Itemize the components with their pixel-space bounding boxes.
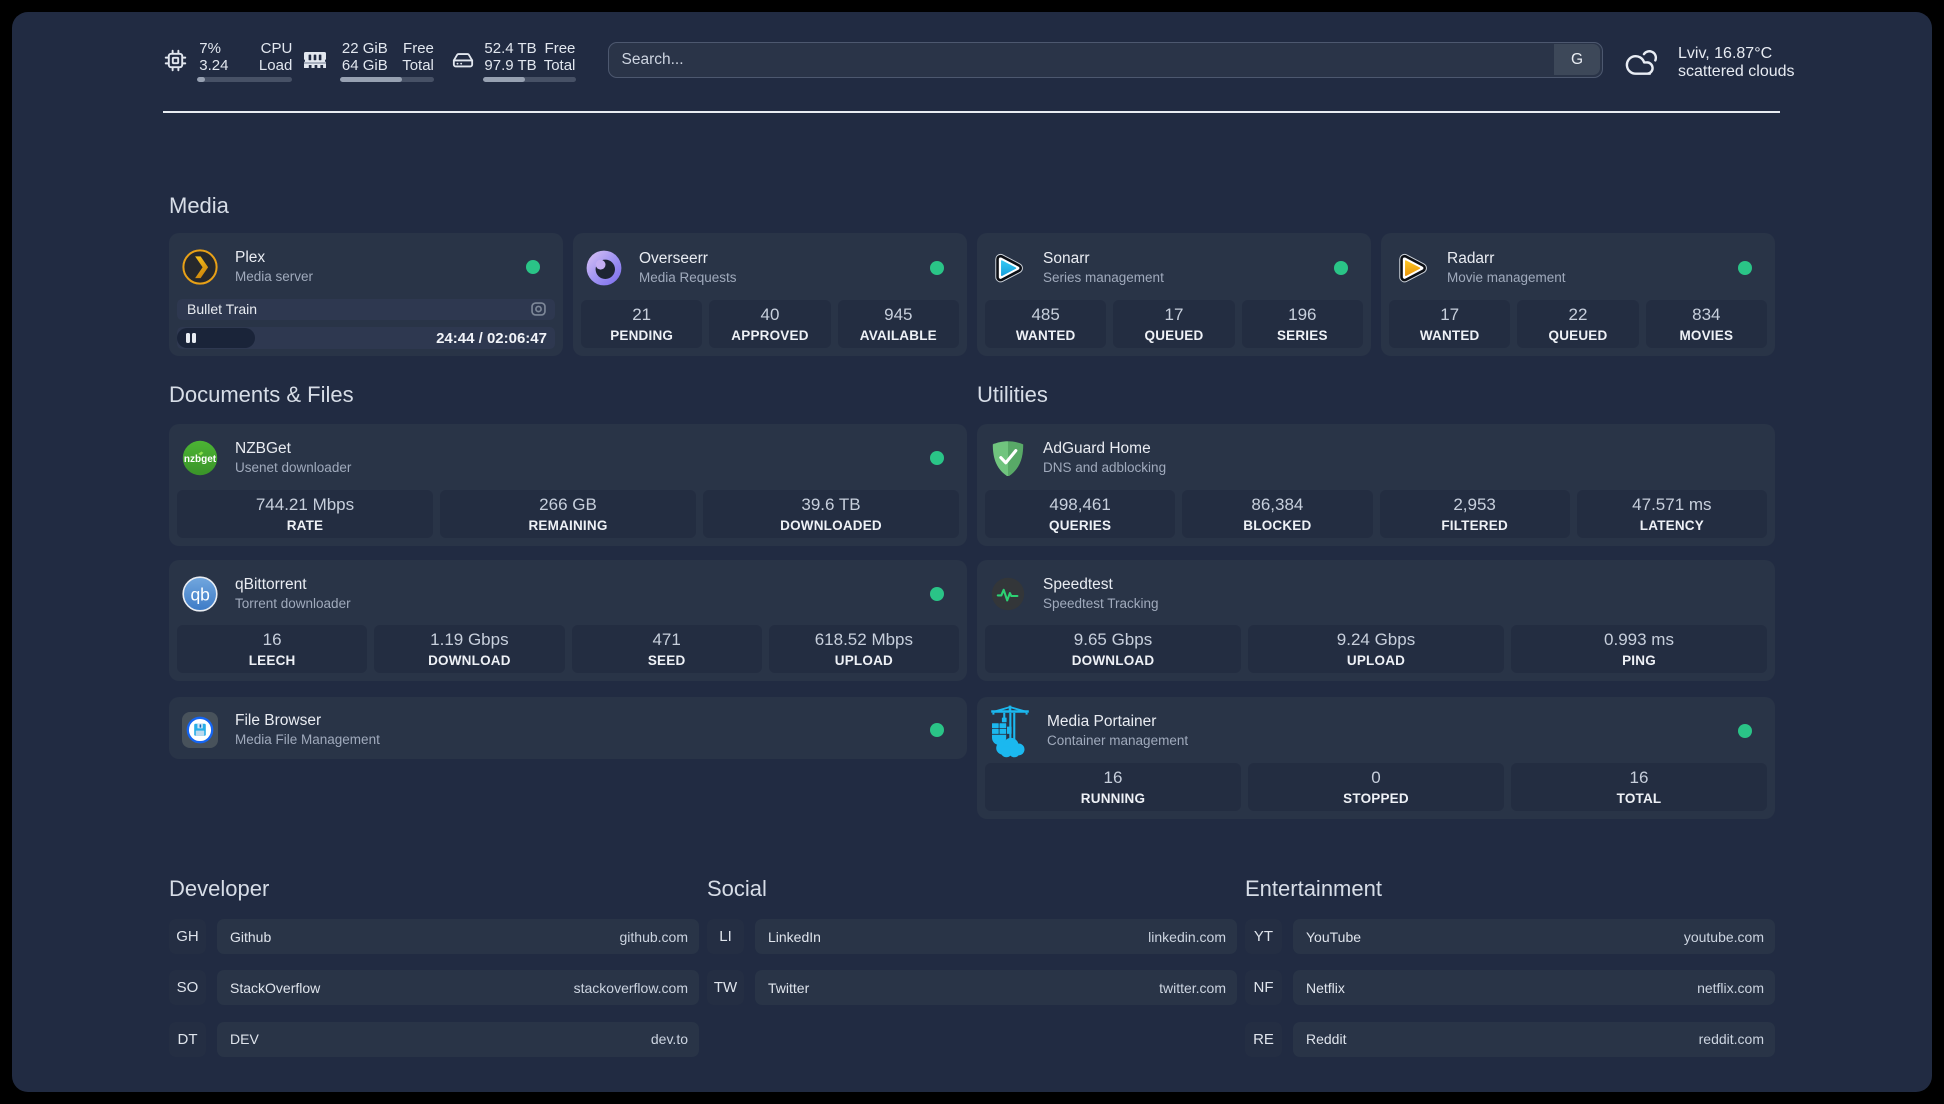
svg-text:qb: qb — [190, 584, 209, 604]
svg-text:nzbget: nzbget — [184, 454, 217, 465]
